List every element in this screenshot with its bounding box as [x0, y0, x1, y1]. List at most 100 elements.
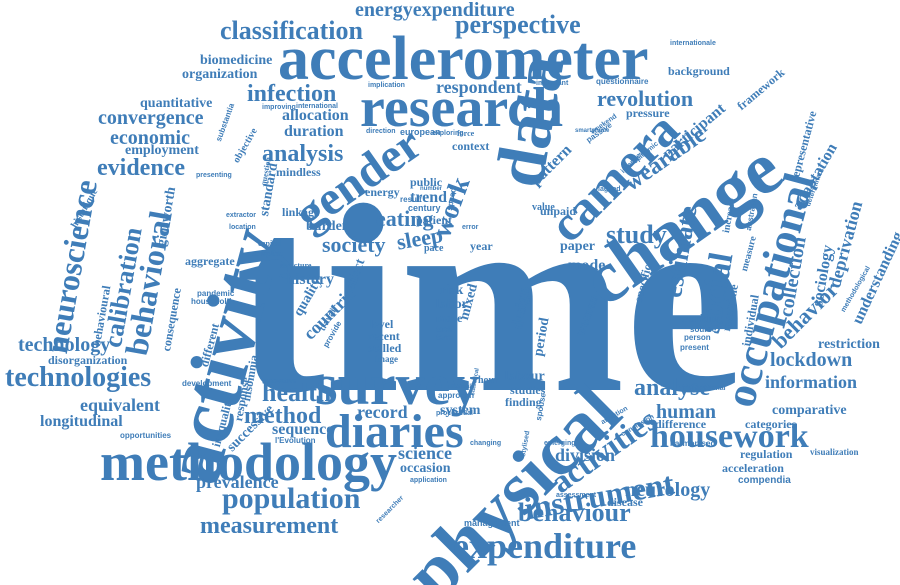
- word-duration: duration: [284, 123, 344, 140]
- word-method: method: [244, 403, 322, 429]
- word-term: term: [436, 333, 454, 342]
- word-risk: risk: [440, 283, 464, 298]
- word-history: history: [286, 271, 334, 288]
- word-lockdown: lockdown: [770, 349, 853, 371]
- word-smartphone: smartphone: [575, 128, 610, 134]
- word-evidence: evidence: [97, 155, 185, 181]
- word-regulation: regulation: [740, 447, 793, 461]
- word-number: number: [420, 186, 443, 192]
- word-pandemic: pandemic: [197, 289, 235, 298]
- word-more: more: [436, 311, 463, 325]
- word-disorganization: disorganization: [48, 353, 128, 367]
- word-questionnaire: questionnaire: [596, 77, 649, 86]
- word-health: health: [262, 378, 332, 407]
- word-year: year: [470, 239, 493, 253]
- word-processual: processual: [436, 410, 473, 417]
- word-pressure: pressure: [626, 106, 670, 120]
- word-important: important: [536, 80, 569, 87]
- word-survey: survey: [315, 352, 480, 417]
- word-labour: labour: [505, 369, 545, 384]
- word-classification: classification: [220, 16, 363, 45]
- word-value: value: [532, 202, 555, 213]
- word-behaviour: behaviour: [518, 498, 631, 527]
- word-system: system: [440, 403, 481, 418]
- word-image: image: [375, 354, 398, 364]
- word-housework: housework: [650, 418, 809, 455]
- word-european: european: [400, 127, 441, 137]
- word-unpaid: unpaid: [540, 204, 577, 218]
- word-measurement: measurement: [200, 513, 339, 539]
- word-biomedicine: biomedicine: [200, 53, 273, 68]
- word-capital: capital: [258, 239, 282, 248]
- word-division: division: [555, 445, 616, 465]
- word-multinational: multinational: [682, 385, 726, 392]
- word-paper: paper: [560, 239, 595, 254]
- word-technologies: technologies: [5, 362, 152, 393]
- word-infection: infection: [247, 81, 337, 107]
- word-neurology: neurology: [625, 479, 711, 501]
- word-record: record: [357, 402, 408, 422]
- word-emerging: emerging: [544, 440, 576, 447]
- word-approach: approach: [438, 391, 475, 400]
- word-technology: technology: [18, 334, 111, 356]
- word-research: research: [360, 77, 564, 139]
- word-longitudinal: longitudinal: [40, 413, 123, 430]
- word-framework: framework: [734, 65, 788, 113]
- word-substantia: substantia: [214, 102, 237, 143]
- word-allocation: allocation: [282, 107, 349, 124]
- word-opportunities: opportunities: [120, 431, 172, 440]
- word-innovative: innovative: [262, 378, 297, 385]
- word-comparative: comparative: [772, 403, 847, 418]
- word-recent: recent: [368, 329, 400, 343]
- word-extractor: extractor: [226, 212, 256, 219]
- word-source: source: [690, 325, 717, 334]
- word-sequence: sequence: [272, 421, 334, 438]
- word-accelerometer: accelerometer: [278, 25, 649, 93]
- word-labor: labor: [436, 297, 468, 312]
- word-present: present: [680, 343, 709, 352]
- word-visualization: visualization: [810, 447, 859, 457]
- word-researcher: researcher: [375, 494, 406, 525]
- word-century: century: [408, 203, 441, 213]
- word-presenting: presenting: [196, 172, 232, 179]
- word-direction: direction: [366, 128, 396, 135]
- word-studies: studies: [510, 383, 546, 397]
- word-international: international: [296, 103, 339, 110]
- word-household: household: [191, 297, 232, 306]
- word-revolution: revolution: [597, 86, 694, 111]
- word-improving: improving: [262, 104, 296, 111]
- word-internationale: internationale: [670, 40, 716, 47]
- word-implication: implication: [368, 82, 405, 89]
- word-burden: burden: [306, 219, 350, 234]
- word-task: task: [436, 325, 453, 334]
- word-structure: structure: [280, 261, 312, 270]
- word-force: force: [457, 129, 475, 138]
- word-compendia: compendia: [738, 475, 791, 486]
- word-levolution: l'Evolution: [275, 436, 316, 445]
- word-development: development: [182, 379, 232, 388]
- word-stalled: stalled: [368, 341, 402, 355]
- word-eating: eating: [376, 206, 434, 231]
- word-linkage: linkage: [282, 205, 320, 219]
- word-energyexpenditure: energyexpenditure: [355, 0, 515, 21]
- word-level: level: [370, 317, 394, 331]
- word-application: application: [410, 477, 447, 484]
- word-background: background: [668, 64, 730, 78]
- word-difference: difference: [655, 417, 707, 431]
- word-expenditure: expenditure: [453, 526, 637, 566]
- word-harmonised: harmonised: [670, 439, 716, 448]
- word-patient: patient: [416, 213, 452, 227]
- word-pace: pace: [424, 243, 444, 254]
- word-disease: disease: [607, 495, 643, 509]
- word-mindless: mindless: [276, 165, 321, 179]
- word-lagged: lagged: [598, 186, 621, 193]
- word-time: time: [235, 150, 745, 449]
- word-human: human: [656, 401, 717, 423]
- word-study: study: [606, 220, 667, 249]
- word-quantitative: quantitative: [140, 96, 213, 111]
- word-occasion: occasion: [400, 461, 451, 476]
- word-employment: employment: [125, 143, 199, 158]
- word-analyse: analyse: [634, 375, 711, 401]
- word-management: management: [464, 518, 520, 528]
